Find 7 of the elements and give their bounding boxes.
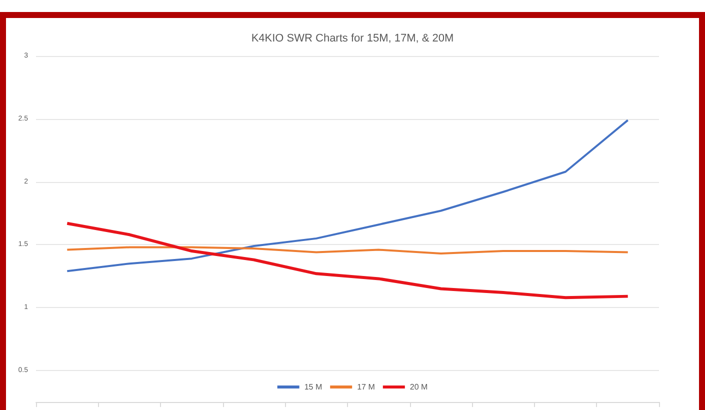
legend-label: 20 M xyxy=(410,382,428,392)
line-series xyxy=(66,246,629,255)
legend-label: 15 M xyxy=(304,382,322,392)
line-series xyxy=(66,119,629,272)
chart-title: K4KIO SWR Charts for 15M, 17M, & 20M xyxy=(251,32,454,44)
legend-label: 17 M xyxy=(357,382,376,392)
line-series xyxy=(66,222,630,300)
